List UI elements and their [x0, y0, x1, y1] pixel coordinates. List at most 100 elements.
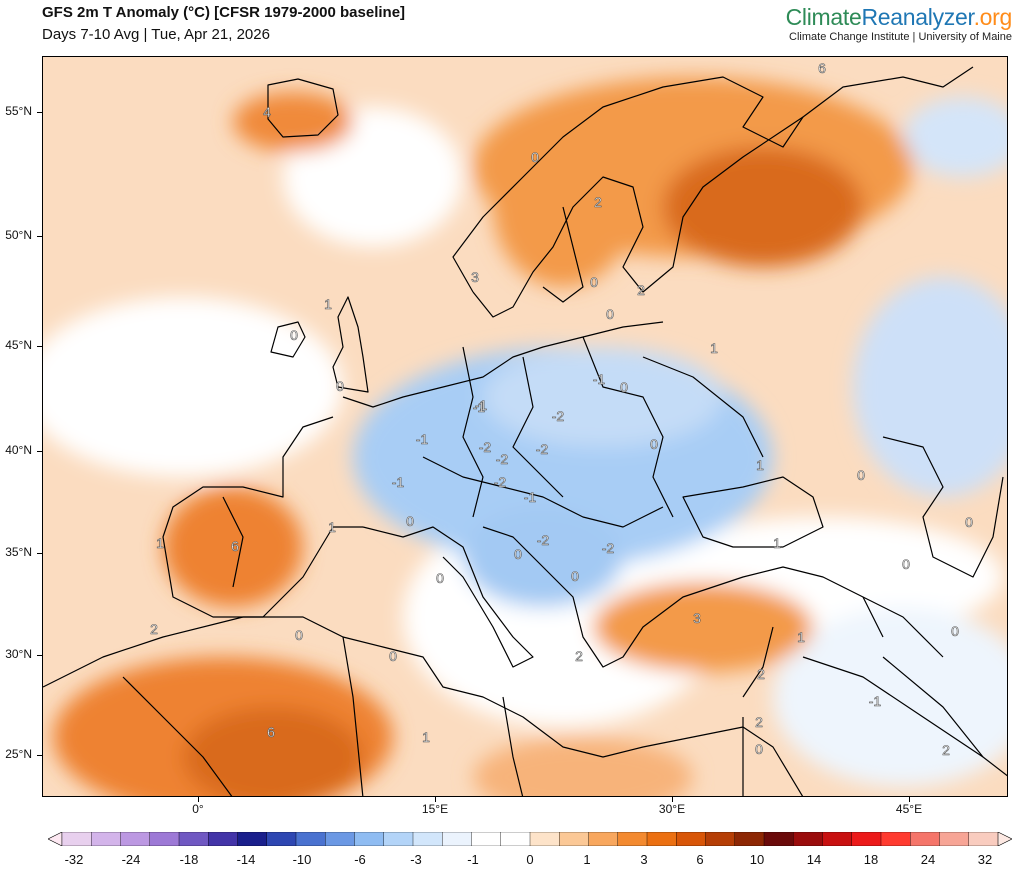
contour-value-label: 0 [951, 623, 959, 639]
colorbar-label: -3 [410, 852, 422, 867]
colorbar-label: 14 [806, 852, 822, 867]
contour-value-label: -2 [537, 532, 550, 548]
latitude-label: 50°N [5, 228, 32, 242]
coastline-iceland [267, 78, 339, 138]
colorbar-label: -14 [236, 852, 256, 867]
contour-value-label: 6 [267, 724, 275, 740]
colorbar-label: 6 [696, 852, 704, 867]
contour-value-label: 6 [231, 538, 239, 554]
field-warm-iberia [163, 487, 303, 607]
contour-value-label: 2 [150, 621, 158, 637]
colorbar-label: 24 [920, 852, 936, 867]
colorbar-swatch [91, 831, 122, 847]
contour-value-label: 2 [755, 714, 763, 730]
colorbar-swatch [617, 831, 648, 847]
colorbar-swatch [500, 831, 531, 847]
latitude-tick [37, 755, 42, 756]
contour-value-label: 3 [471, 269, 479, 285]
colorbar-label: 18 [863, 852, 879, 867]
field-warm-sahara-core [183, 707, 363, 796]
colorbar-swatch [383, 831, 414, 847]
border-belarus-ukraine [642, 356, 764, 458]
contour-value-label: -2 [479, 439, 492, 455]
colorbar-swatch [442, 831, 473, 847]
coastline-balkans-turkey [482, 526, 884, 668]
colorbar-swatch [822, 831, 853, 847]
border-spain-portugal [222, 496, 244, 588]
contour-value-label: 0 [590, 274, 598, 290]
border-poland-east [582, 336, 674, 518]
coastline-france-iberia [162, 416, 363, 618]
latitude-label: 40°N [5, 443, 32, 457]
colorbar-swatch [412, 831, 443, 847]
border-poland-west [512, 356, 564, 498]
contour-value-label: 1 [756, 457, 764, 473]
brand-part-org: .org [973, 4, 1013, 30]
coastline-scandinavia-north [452, 66, 974, 293]
colorbar-swatch [734, 831, 765, 847]
colorbar-swatch [880, 831, 911, 847]
border-algeria-libya [342, 636, 364, 796]
colorbar-label: 32 [977, 852, 993, 867]
contour-value-label: -2 [496, 451, 509, 467]
contour-value-label: 4 [263, 104, 271, 120]
colorbar-swatch [676, 831, 707, 847]
coastline-levant [742, 626, 774, 698]
contour-value-label: -2 [536, 441, 549, 457]
contour-value-label: 0 [436, 570, 444, 586]
colorbar-label: -18 [179, 852, 199, 867]
coastlines-and-borders [43, 66, 1007, 796]
contour-value-label: 0 [606, 306, 614, 322]
anomaly-field [43, 77, 1007, 796]
colorbar-swatch [61, 831, 92, 847]
contour-value-label: 0 [620, 379, 628, 395]
brand-subtitle: Climate Change Institute | University of… [789, 31, 1012, 43]
brand-logo[interactable]: ClimateReanalyzer.org [785, 4, 1013, 31]
longitude-label: 0° [192, 802, 204, 816]
contour-value-label: 0 [406, 513, 414, 529]
border-turkey-iran [862, 596, 944, 658]
chart-subtitle: Days 7-10 Avg | Tue, Apr 21, 2026 [42, 26, 270, 43]
colorbar-swatch [968, 831, 999, 847]
contour-value-label: 0 [857, 467, 865, 483]
latitude-label: 30°N [5, 647, 32, 661]
coastline-caspian [882, 436, 1004, 578]
field-cold-balkans [463, 507, 623, 607]
latitude-tick [37, 655, 42, 656]
coastline-italy [362, 526, 534, 668]
contour-value-label: -1 [392, 474, 405, 490]
contour-value-label: -1 [475, 397, 488, 413]
latitude-label: 55°N [5, 104, 32, 118]
longitude-tick [909, 797, 910, 802]
colorbar-swatch [471, 831, 502, 847]
field-cold-northeast [903, 97, 1007, 177]
contour-value-label: -1 [524, 489, 537, 505]
longitude-tick [435, 797, 436, 802]
colorbar-swatch [910, 831, 941, 847]
longitude-label: 30°E [658, 802, 686, 816]
field-warm-libya-egypt [473, 737, 693, 796]
colorbar-swatch [354, 831, 385, 847]
brand-part-climate: Climate [785, 4, 862, 30]
coastline-north-africa [43, 616, 804, 796]
coastline-north-europe [342, 321, 664, 408]
contour-value-label: -1 [416, 431, 429, 447]
coastline-bothnia [542, 206, 584, 303]
colorbar-swatch [237, 831, 268, 847]
contour-value-label: 0 [965, 514, 973, 530]
latitude-tick [37, 451, 42, 452]
border-alps-carpathians [422, 456, 664, 528]
contour-value-label: 2 [942, 742, 950, 758]
contour-value-label: -1 [473, 399, 486, 415]
colorbar-swatch [266, 831, 297, 847]
colorbar-swatch [793, 831, 824, 847]
contour-value-label: 0 [902, 556, 910, 572]
border-iraq-saudi [802, 656, 984, 758]
field-warm-russia-core [663, 147, 863, 267]
contour-value-label: 0 [531, 149, 539, 165]
colorbar-label: -24 [121, 852, 141, 867]
border-libya-egypt-west [502, 696, 524, 796]
field-warm-iceland [233, 92, 353, 152]
contour-value-label: 2 [757, 666, 765, 682]
